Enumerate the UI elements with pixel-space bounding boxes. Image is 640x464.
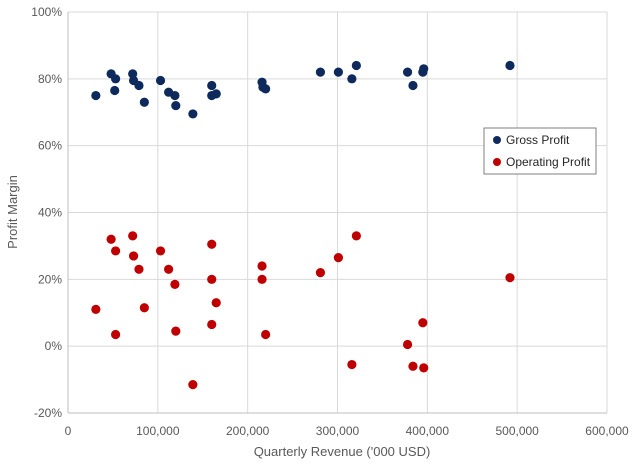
x-tick-label: 500,000 — [495, 424, 539, 438]
y-axis-title: Profit Margin — [5, 175, 20, 249]
legend-marker — [493, 136, 501, 144]
x-tick-label: 200,000 — [226, 424, 270, 438]
data-point — [257, 261, 267, 271]
legend-label: Operating Profit — [506, 155, 591, 169]
x-tick-label: 100,000 — [136, 424, 180, 438]
data-point — [171, 326, 181, 336]
data-point — [347, 359, 357, 370]
data-point — [91, 90, 101, 101]
data-point — [402, 67, 413, 77]
data-point — [170, 90, 180, 101]
data-point — [155, 246, 166, 256]
data-point — [164, 264, 174, 274]
x-axis-title: Quarterly Revenue ('000 USD) — [254, 444, 431, 459]
data-point — [315, 268, 326, 278]
data-point — [419, 64, 429, 74]
y-tick-labels: -20% 0% 20% 40% 60% 80% 100% — [31, 5, 62, 420]
data-point — [419, 363, 429, 373]
data-point — [351, 231, 361, 241]
x-tick-label: 300,000 — [316, 424, 360, 438]
data-point — [207, 274, 217, 284]
data-point — [128, 251, 139, 261]
data-point — [261, 329, 271, 340]
series-operating-profit — [91, 231, 515, 390]
data-point — [211, 298, 221, 308]
y-tick-label: 40% — [38, 206, 62, 220]
data-point — [111, 74, 121, 84]
y-tick-label: 20% — [38, 272, 62, 286]
data-point — [106, 234, 116, 244]
y-tick-label: 0% — [45, 339, 63, 353]
data-point — [408, 361, 418, 371]
data-point — [408, 80, 418, 91]
data-point — [351, 60, 361, 71]
data-point — [128, 231, 138, 241]
data-point — [111, 329, 121, 340]
series-gross-profit — [91, 60, 515, 119]
data-point — [261, 84, 271, 94]
data-point — [207, 80, 217, 91]
data-point — [211, 89, 221, 99]
data-point — [91, 304, 101, 315]
data-point — [155, 75, 166, 86]
data-point — [139, 97, 149, 107]
data-point — [315, 67, 326, 77]
y-tick-label: 80% — [38, 72, 62, 86]
data-point — [128, 69, 138, 79]
legend-marker — [493, 158, 501, 166]
data-point — [139, 303, 149, 313]
y-tick-label: -20% — [34, 406, 62, 420]
data-point — [418, 318, 428, 328]
data-point — [111, 246, 121, 256]
data-point — [333, 67, 343, 77]
data-point — [207, 319, 217, 330]
axes — [67, 12, 607, 414]
data-point — [110, 85, 120, 96]
data-point — [347, 74, 357, 84]
data-point — [402, 339, 413, 350]
data-point — [134, 264, 144, 274]
data-point — [505, 273, 515, 283]
data-point — [171, 100, 181, 111]
legend-box — [483, 127, 597, 175]
y-tick-label: 60% — [38, 139, 62, 153]
x-tick-label: 600,000 — [585, 424, 629, 438]
data-point — [134, 80, 144, 91]
data-point — [170, 279, 180, 289]
y-tick-label: 100% — [31, 5, 62, 19]
legend: Gross Profit Operating Profit — [483, 127, 597, 175]
data-points — [91, 60, 515, 390]
data-point — [188, 379, 198, 390]
data-point — [188, 109, 198, 119]
x-tick-label: 0 — [65, 424, 72, 438]
data-point — [505, 60, 515, 71]
data-point — [207, 239, 217, 249]
x-tick-label: 400,000 — [406, 424, 450, 438]
data-point — [333, 253, 343, 263]
data-point — [257, 274, 267, 284]
x-tick-labels: 0 100,000 200,000 300,000 400,000 500,000 600,… — [65, 424, 629, 438]
legend-label: Gross Profit — [506, 133, 570, 147]
